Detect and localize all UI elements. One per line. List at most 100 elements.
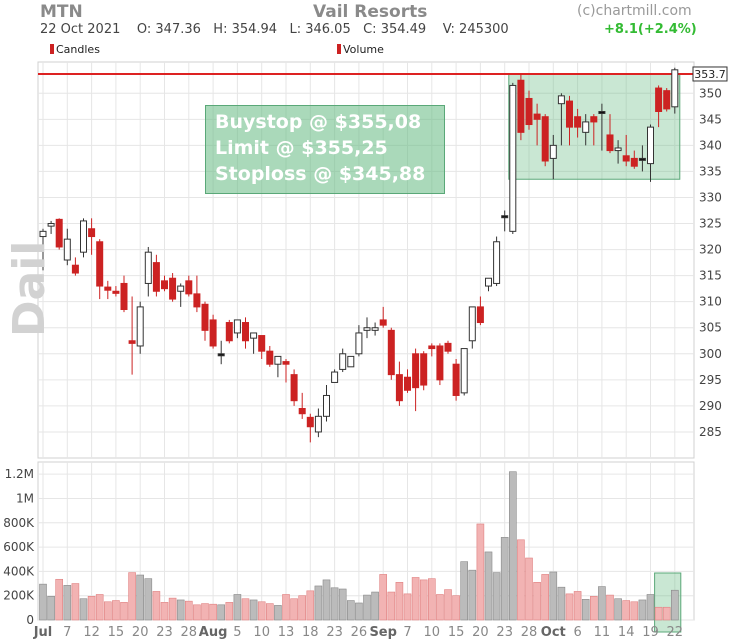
volume-bar bbox=[646, 594, 655, 621]
candle bbox=[444, 340, 452, 354]
candle-body bbox=[671, 69, 679, 108]
volume-bar bbox=[128, 572, 136, 621]
x-tick-label: 6 bbox=[573, 625, 581, 640]
legend-volume: Volume bbox=[337, 43, 384, 56]
candle bbox=[169, 273, 177, 302]
candle bbox=[71, 257, 79, 276]
candle-body bbox=[185, 280, 193, 295]
candle bbox=[314, 408, 322, 438]
candle bbox=[501, 210, 509, 232]
candle-body bbox=[355, 332, 363, 355]
candle-body bbox=[136, 306, 144, 347]
candle-body bbox=[152, 262, 160, 292]
volume-bar bbox=[589, 595, 598, 621]
candle-body bbox=[468, 306, 476, 342]
candle bbox=[387, 327, 395, 380]
candle bbox=[525, 90, 533, 130]
candle-body bbox=[217, 353, 225, 357]
x-tick-label: 7 bbox=[403, 625, 411, 640]
price-tick-label: 345 bbox=[699, 112, 722, 126]
volume-bar bbox=[63, 585, 72, 621]
candle bbox=[598, 103, 606, 151]
candle-body bbox=[201, 303, 209, 331]
candle-body bbox=[339, 353, 347, 370]
volume-bar bbox=[622, 600, 631, 621]
candle-body bbox=[120, 282, 128, 310]
volume-bar bbox=[314, 585, 323, 621]
volume-bar bbox=[144, 578, 153, 621]
candle bbox=[112, 286, 120, 297]
volume-bar bbox=[581, 599, 590, 621]
candle-body bbox=[225, 322, 233, 342]
candle bbox=[509, 82, 517, 234]
candle bbox=[549, 134, 557, 180]
x-tick-label: 28 bbox=[181, 625, 198, 640]
candle-body bbox=[582, 121, 590, 133]
candle-body bbox=[298, 408, 306, 415]
candle-body bbox=[533, 113, 541, 120]
volume-bar bbox=[249, 599, 258, 621]
candle bbox=[647, 124, 654, 182]
candle-body bbox=[347, 355, 355, 368]
volume-bar bbox=[484, 551, 493, 621]
volume-bar bbox=[185, 600, 193, 621]
price-tick-label: 300 bbox=[699, 347, 722, 361]
volume-bar bbox=[201, 603, 209, 621]
candle-body bbox=[395, 374, 403, 402]
candle bbox=[193, 275, 201, 313]
candle-body bbox=[39, 230, 47, 238]
volume-bar bbox=[330, 587, 339, 621]
x-tick-label: 23 bbox=[326, 625, 343, 640]
candle-body bbox=[274, 355, 282, 365]
axes: Jul 7 12 15 20 23 28 Aug 5 10 13 18 23 26 Sep 7 10 15 20 23… bbox=[3, 66, 728, 640]
volume-bar bbox=[541, 574, 550, 621]
volume-bar bbox=[87, 595, 96, 621]
x-tick-label: 23 bbox=[496, 625, 513, 640]
candle-body bbox=[485, 277, 492, 287]
volume-bar bbox=[606, 594, 614, 621]
candle-body bbox=[331, 371, 339, 383]
x-tick-label: 22 bbox=[667, 625, 684, 640]
volume-bars bbox=[39, 471, 679, 621]
volume-bar bbox=[654, 606, 663, 621]
candle bbox=[566, 95, 573, 146]
x-tick-label: 7 bbox=[63, 625, 71, 640]
candle-body bbox=[622, 155, 630, 162]
candle-body bbox=[517, 79, 525, 133]
candle bbox=[476, 296, 484, 326]
candle-body bbox=[96, 241, 104, 287]
candle-body bbox=[161, 280, 168, 290]
volume-bar bbox=[112, 600, 120, 621]
volume-bar bbox=[338, 588, 347, 621]
candle bbox=[96, 239, 104, 300]
volume-bar bbox=[355, 602, 363, 621]
quote-line: 22 Oct 2021 O: 347.36 H: 354.94 L: 346.0… bbox=[40, 22, 509, 37]
x-tick-label: 18 bbox=[302, 625, 319, 640]
x-tick-label: Jul bbox=[33, 625, 53, 640]
x-tick-label: 5 bbox=[233, 625, 241, 640]
watermark-text: Daily bbox=[4, 240, 55, 337]
candle bbox=[606, 114, 614, 154]
candles-swatch-icon bbox=[50, 44, 54, 54]
volume-bar bbox=[71, 583, 80, 621]
x-tick-label: Sep bbox=[369, 625, 397, 640]
volume-swatch-icon bbox=[337, 44, 341, 54]
source-credit: (c)chartmill.com bbox=[577, 3, 692, 19]
x-tick-label: 11 bbox=[594, 625, 611, 640]
volume-bar bbox=[557, 586, 566, 621]
candle-body bbox=[476, 306, 484, 324]
candle bbox=[428, 343, 436, 357]
x-tick-label: 10 bbox=[424, 625, 441, 640]
candle bbox=[209, 314, 217, 349]
candle-body bbox=[323, 394, 330, 417]
price-tick-label: 315 bbox=[699, 269, 722, 283]
volume-bar bbox=[282, 594, 290, 621]
price-panel-frame bbox=[37, 61, 695, 459]
price-tick-label: 310 bbox=[699, 295, 722, 309]
candle-body bbox=[209, 319, 217, 347]
price-tick-label: 330 bbox=[699, 190, 722, 204]
candle-body bbox=[404, 376, 411, 391]
candle bbox=[541, 114, 549, 167]
candle-body bbox=[436, 345, 444, 381]
